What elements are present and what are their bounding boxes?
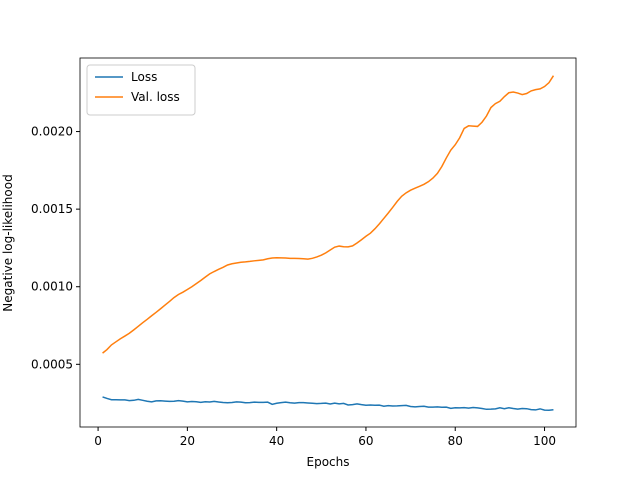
series-line xyxy=(102,396,554,411)
x-tick-label: 100 xyxy=(533,434,556,448)
x-tick-label: 0 xyxy=(94,434,102,448)
legend-label: Loss xyxy=(131,70,157,84)
y-tick-label: 0.0015 xyxy=(31,202,73,216)
y-tick-label: 0.0005 xyxy=(31,357,73,371)
plot-frame xyxy=(79,57,577,428)
x-tick-label: 40 xyxy=(269,434,284,448)
y-axis-label: Negative log-likelihood xyxy=(1,174,15,311)
y-tick-label: 0.0010 xyxy=(31,280,73,294)
series-line xyxy=(102,75,555,354)
x-tick-label: 60 xyxy=(358,434,373,448)
legend-label: Val. loss xyxy=(131,90,180,104)
x-axis-label: Epochs xyxy=(307,455,350,469)
y-tick-label: 0.0020 xyxy=(31,125,73,139)
x-tick-label: 20 xyxy=(180,434,195,448)
x-tick-label: 80 xyxy=(448,434,463,448)
